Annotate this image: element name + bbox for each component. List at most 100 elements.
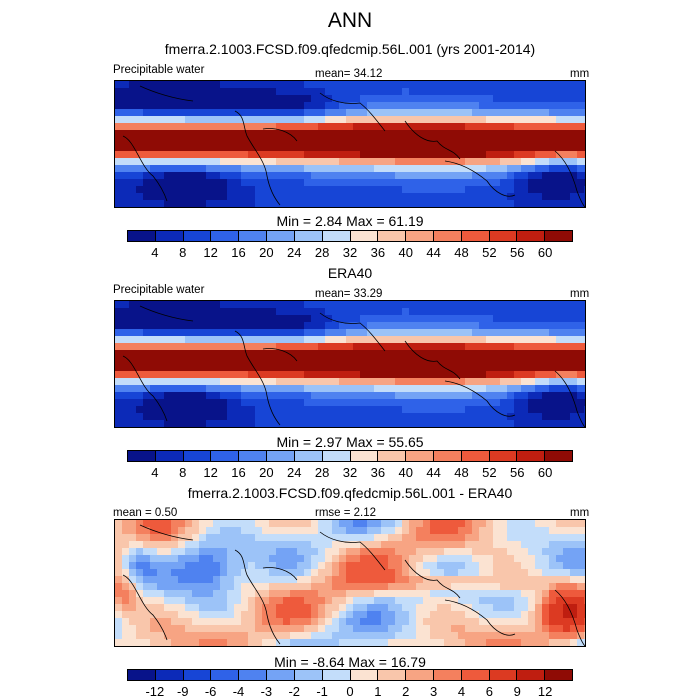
colorbar-tick-label: -1 bbox=[316, 684, 328, 699]
colorbar-tick-label: 1 bbox=[374, 684, 382, 699]
colorbar-swatch bbox=[239, 231, 268, 241]
colorbar-swatch bbox=[545, 451, 572, 461]
colorbar-swatch bbox=[406, 451, 434, 461]
colorbar-tick-label: 4 bbox=[457, 684, 466, 699]
panel-3-units-label: mm bbox=[570, 507, 590, 519]
panel-2-minmax: Min = 2.97 Max = 55.65 bbox=[276, 434, 424, 450]
colorbar-swatch bbox=[128, 670, 156, 680]
colorbar-swatch bbox=[378, 451, 407, 461]
colorbar-swatch bbox=[128, 231, 156, 241]
colorbar-swatch bbox=[433, 670, 462, 680]
colorbar-swatch bbox=[211, 670, 240, 680]
colorbar-swatch bbox=[267, 451, 295, 461]
colorbar-tick-label: 0 bbox=[346, 684, 354, 699]
colorbar-swatch bbox=[267, 231, 295, 241]
colorbar-tick-label: 40 bbox=[398, 245, 413, 260]
colorbar-swatch bbox=[378, 231, 407, 241]
colorbar-tick-label: 12 bbox=[203, 245, 218, 260]
colorbar-tick-label: 9 bbox=[513, 684, 521, 699]
colorbar-swatch bbox=[461, 670, 490, 680]
colorbar-swatch bbox=[545, 670, 572, 680]
colorbar-swatch bbox=[183, 451, 212, 461]
panel-1-map bbox=[114, 80, 586, 208]
colorbar-swatch bbox=[406, 231, 434, 241]
colorbar-swatch bbox=[155, 670, 184, 680]
panel-1-variable-label: Precipitable water bbox=[113, 64, 205, 76]
panel-1-colorbar bbox=[127, 230, 573, 242]
colorbar-tick-label: 56 bbox=[510, 465, 525, 480]
panel-1-units-label: mm bbox=[570, 68, 590, 80]
colorbar-swatch bbox=[294, 451, 323, 461]
colorbar-tick-label: 36 bbox=[370, 465, 386, 480]
colorbar-swatch bbox=[350, 670, 379, 680]
colorbar-swatch bbox=[517, 231, 546, 241]
colorbar-tick-label: 56 bbox=[510, 245, 525, 260]
colorbar-tick-label: -2 bbox=[288, 684, 301, 699]
colorbar-swatch bbox=[461, 451, 490, 461]
colorbar-swatch bbox=[128, 451, 156, 461]
panel-2-map bbox=[114, 300, 586, 428]
colorbar-tick-label: 28 bbox=[314, 465, 330, 480]
colorbar-swatch bbox=[322, 451, 351, 461]
colorbar-tick-label: 16 bbox=[231, 245, 246, 260]
panel-3-rmse-label: rmse = 2.12 bbox=[315, 507, 377, 519]
colorbar-swatch bbox=[239, 670, 268, 680]
colorbar-tick-label: 20 bbox=[259, 465, 274, 480]
panel-3-mean-label: mean = 0.50 bbox=[113, 507, 178, 519]
colorbar-tick-label: 48 bbox=[454, 245, 469, 260]
colorbar-tick-label: 12 bbox=[537, 684, 553, 699]
colorbar-swatch bbox=[322, 231, 351, 241]
panel-3-header: fmerra.2.1003.FCSD.f09.qfedcmip.56L.001 … bbox=[187, 485, 513, 501]
colorbar-swatch bbox=[545, 231, 572, 241]
colorbar-tick-label: 48 bbox=[454, 465, 469, 480]
colorbar-tick-label: 44 bbox=[426, 465, 441, 480]
colorbar-swatch bbox=[406, 670, 434, 680]
panel-2-colorbar bbox=[127, 450, 573, 462]
colorbar-swatch bbox=[350, 231, 379, 241]
colorbar-tick-label: 2 bbox=[402, 684, 410, 699]
panel-2-header: ERA40 bbox=[327, 265, 373, 281]
colorbar-tick-label: -12 bbox=[145, 684, 165, 699]
panel-3-minmax: Min = -8.64 Max = 16.79 bbox=[274, 654, 426, 670]
panel-1-header: fmerra.2.1003.FCSD.f09.qfedcmip.56L.001 … bbox=[164, 41, 536, 57]
panel-2-units-label: mm bbox=[570, 288, 590, 300]
colorbar-swatch bbox=[239, 451, 268, 461]
panel-2-variable-label: Precipitable water bbox=[113, 284, 205, 296]
colorbar-tick-label: 3 bbox=[430, 684, 438, 699]
panel-1-mean-label: mean= 34.12 bbox=[315, 68, 383, 80]
colorbar-tick-label: -4 bbox=[232, 684, 245, 699]
colorbar-tick-label: 12 bbox=[203, 465, 218, 480]
colorbar-swatch bbox=[211, 231, 240, 241]
colorbar-tick-label: 52 bbox=[482, 245, 497, 260]
colorbar-tick-label: 8 bbox=[179, 245, 187, 260]
colorbar-swatch bbox=[517, 670, 546, 680]
colorbar-tick-label: 8 bbox=[179, 465, 187, 480]
panel-1-minmax: Min = 2.84 Max = 61.19 bbox=[276, 213, 424, 229]
colorbar-tick-label: 44 bbox=[426, 245, 441, 260]
colorbar-tick-label: 52 bbox=[482, 465, 497, 480]
panel-3-map bbox=[114, 519, 586, 647]
colorbar-swatch bbox=[378, 670, 407, 680]
colorbar-tick-label: -3 bbox=[260, 684, 273, 699]
colorbar-tick-label: 20 bbox=[259, 245, 274, 260]
colorbar-swatch bbox=[433, 231, 462, 241]
panel-3-colorbar bbox=[127, 669, 573, 681]
colorbar-swatch bbox=[433, 451, 462, 461]
colorbar-swatch bbox=[155, 451, 184, 461]
colorbar-tick-label: 32 bbox=[342, 245, 358, 260]
colorbar-swatch bbox=[322, 670, 351, 680]
colorbar-tick-label: 16 bbox=[231, 465, 246, 480]
colorbar-tick-label: 6 bbox=[485, 684, 493, 699]
figure-title: ANN bbox=[327, 9, 373, 32]
colorbar-tick-label: 4 bbox=[151, 245, 159, 260]
colorbar-tick-label: 24 bbox=[287, 465, 302, 480]
colorbar-swatch bbox=[489, 670, 518, 680]
colorbar-tick-label: 32 bbox=[342, 465, 358, 480]
colorbar-tick-label: 24 bbox=[287, 245, 302, 260]
colorbar-swatch bbox=[294, 670, 323, 680]
colorbar-tick-label: 36 bbox=[370, 245, 386, 260]
colorbar-swatch bbox=[183, 670, 212, 680]
colorbar-tick-label: 4 bbox=[151, 465, 159, 480]
colorbar-swatch bbox=[350, 451, 379, 461]
colorbar-swatch bbox=[517, 451, 546, 461]
